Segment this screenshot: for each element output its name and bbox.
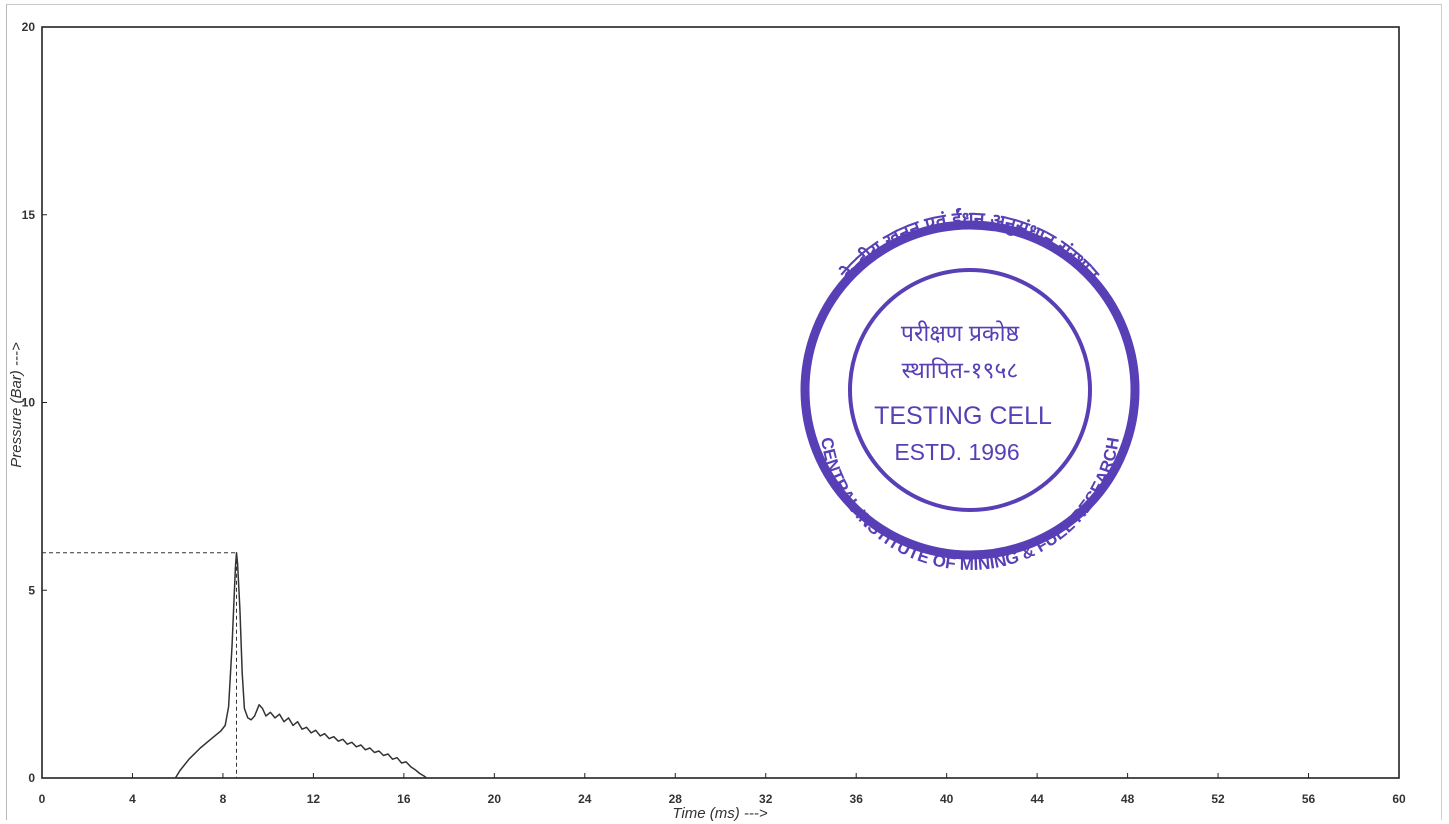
x-tick-label: 56 [1302,792,1316,806]
x-tick-label: 24 [578,792,592,806]
y-tick-label: 5 [28,583,35,597]
y-tick-label: 20 [22,20,36,34]
y-tick-label: 10 [22,396,36,410]
x-tick-label: 52 [1211,792,1225,806]
x-tick-label: 40 [940,792,954,806]
stamp-ring-top-text: केन्द्रीय खनन एवं ईंधन अनुसंधान संस्थान [836,207,1104,286]
x-axis-ticks: 0 4 8 12 16 20 24 28 32 36 40 44 48 52 56 60 [39,773,1406,806]
y-axis-ticks: 0 5 10 15 20 [22,20,47,785]
x-tick-label: 4 [129,792,136,806]
stamp-inner-ring [848,268,1092,512]
x-tick-label: 44 [1030,792,1044,806]
series-layer [174,551,427,779]
x-tick-label: 12 [307,792,321,806]
plot-area-frame [41,26,1400,779]
x-tick-label: 0 [39,792,46,806]
institute-rubber-stamp: केन्द्रीय खनन एवं ईंधन अनुसंधान संस्थान … [800,207,1140,574]
peak-guides [42,552,238,778]
x-tick-label: 60 [1392,792,1406,806]
stamp-line-4: ESTD. 1996 [894,439,1019,465]
stamp-outer-ring [800,220,1140,560]
y-tick-label: 15 [22,208,36,222]
x-tick-label: 8 [220,792,227,806]
x-tick-label: 20 [488,792,502,806]
scanned-page-frame [6,4,1442,820]
stamp-line-1: परीक्षण प्रकोष्ठ [901,320,1020,346]
pressure-series-line [174,551,427,779]
y-axis-title: Pressure (Bar) ---> [8,342,25,468]
x-tick-label: 36 [850,792,864,806]
y-tick-label: 0 [28,771,35,785]
x-tick-label: 32 [759,792,773,806]
x-tick-label: 48 [1121,792,1135,806]
stamp-line-2: स्थापित-१९५८ [902,357,1019,383]
stamp-line-3: TESTING CELL [874,402,1052,430]
x-tick-label: 28 [669,792,683,806]
x-tick-label: 16 [397,792,411,806]
x-axis-title: Time (ms) ---> [672,805,768,822]
